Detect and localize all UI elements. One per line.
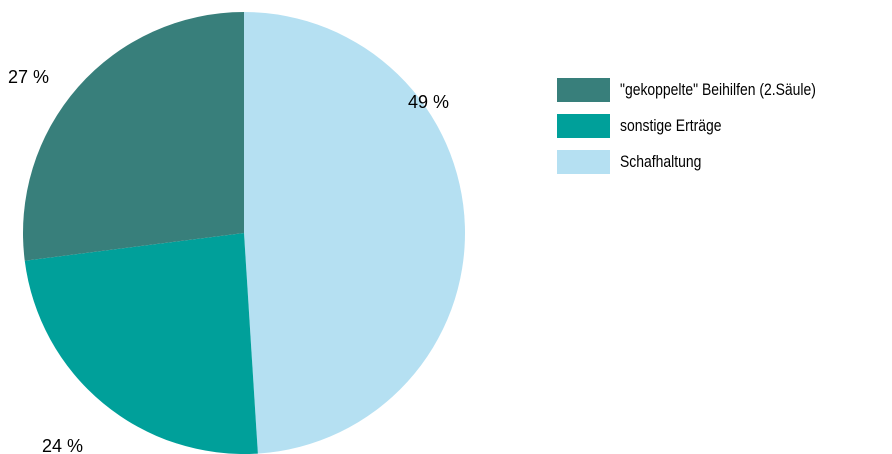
legend-label: Schafhaltung	[620, 152, 702, 171]
slice-value-label: 49 %	[408, 92, 449, 112]
slice-value-label: 24 %	[42, 436, 83, 454]
legend: "gekoppelte" Beihilfen (2.Säule) sonstige…	[557, 78, 859, 186]
legend-item: "gekoppelte" Beihilfen (2.Säule)	[557, 78, 859, 102]
legend-item: Schafhaltung	[557, 150, 859, 174]
legend-swatch	[557, 150, 610, 174]
legend-label: "gekoppelte" Beihilfen (2.Säule)	[620, 80, 816, 99]
legend-swatch	[557, 114, 610, 138]
legend-label: sonstige Erträge	[620, 116, 722, 135]
legend-swatch	[557, 78, 610, 102]
slice-gekoppelte-beihilfen	[22, 12, 244, 261]
slice-schafhaltung	[244, 12, 466, 454]
slice-sonstige-ertraege	[24, 233, 258, 454]
slice-value-label: 27 %	[8, 67, 49, 87]
legend-item: sonstige Erträge	[557, 114, 859, 138]
